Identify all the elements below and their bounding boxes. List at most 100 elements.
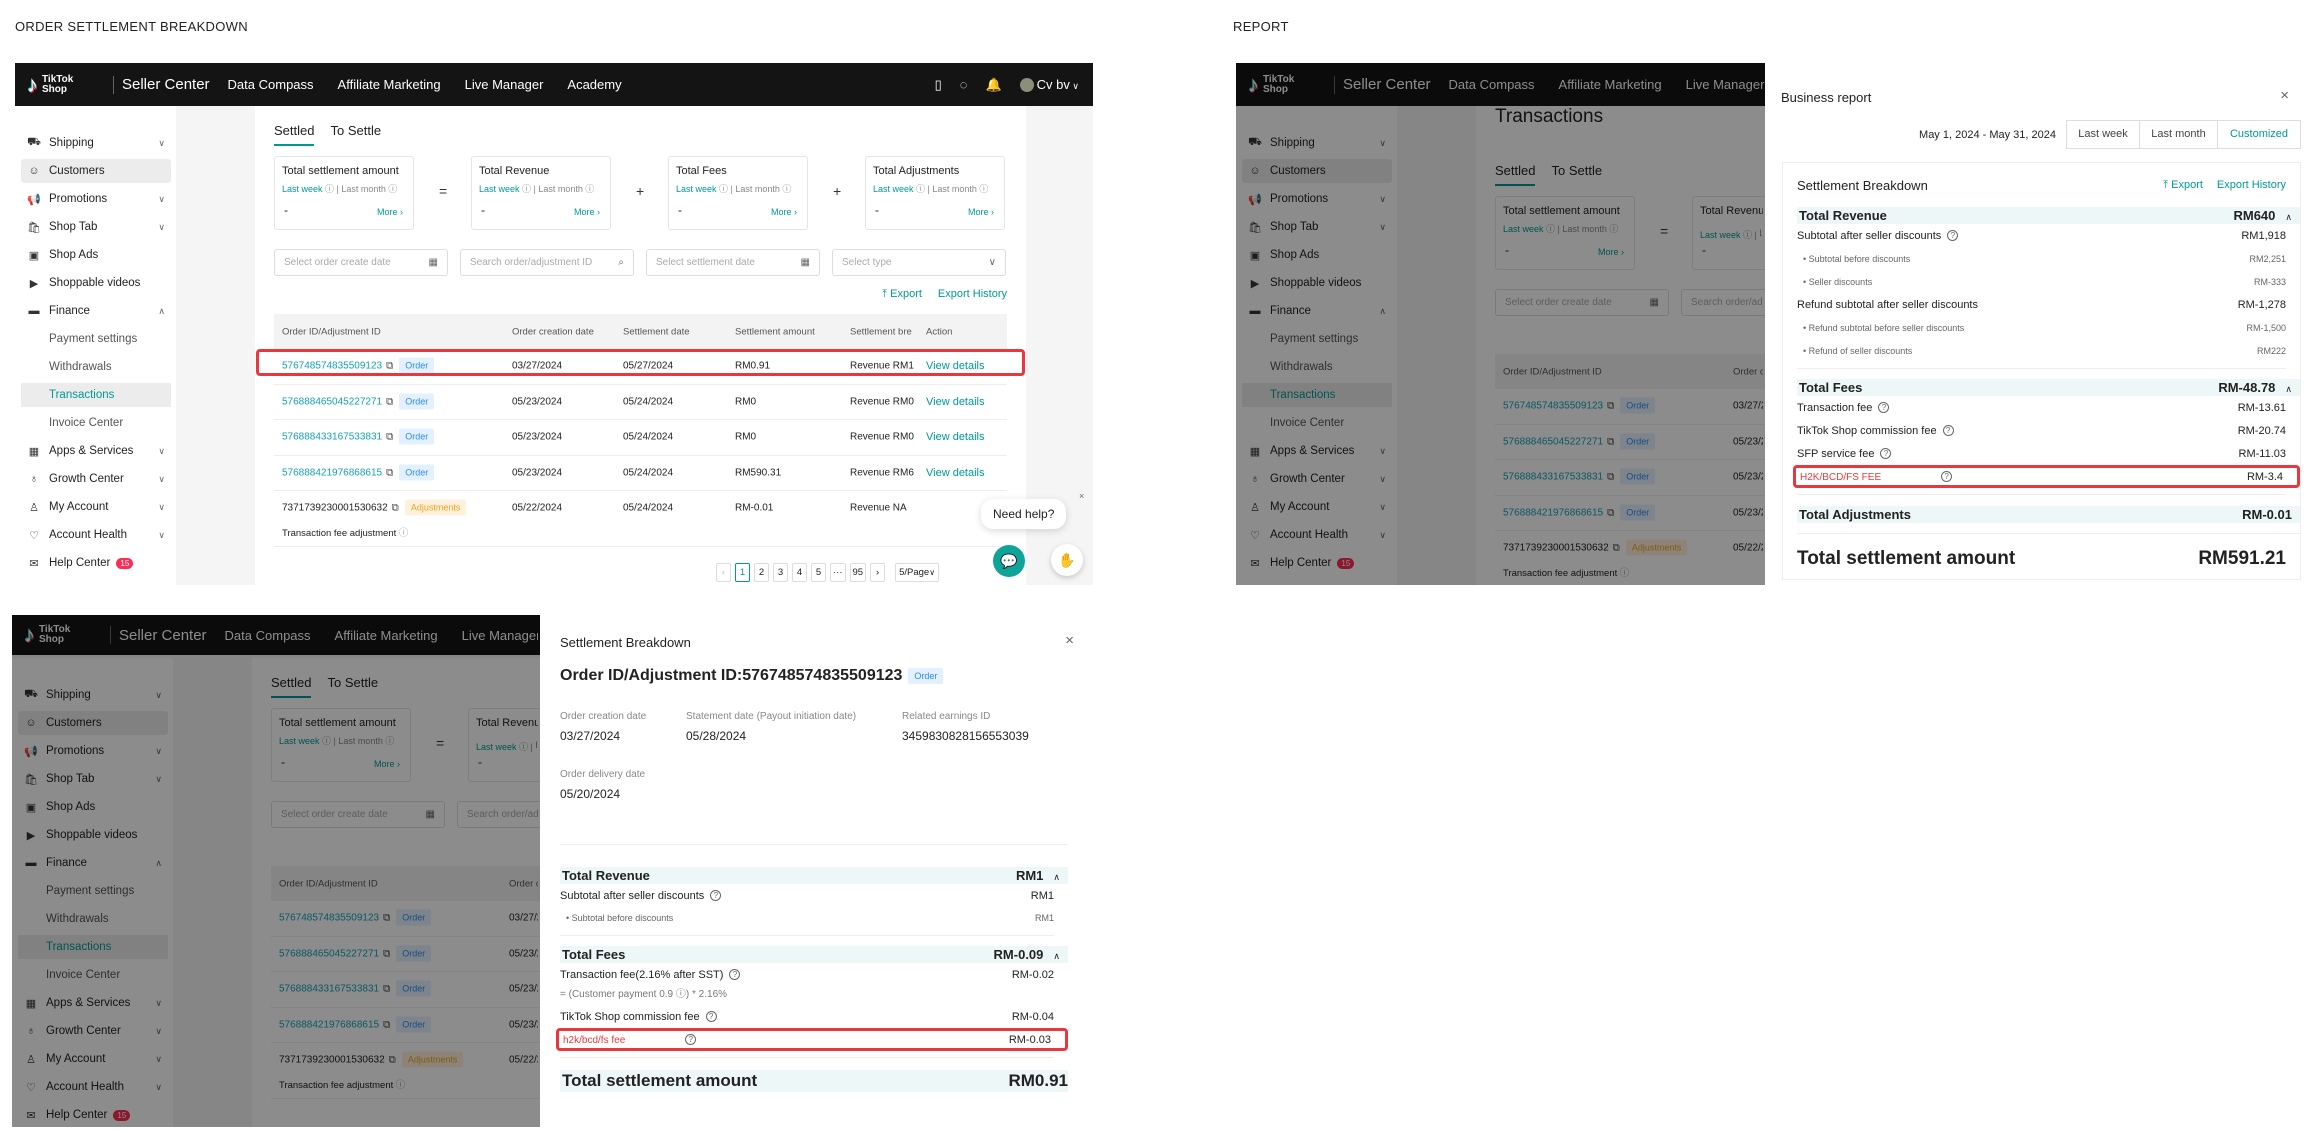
sidebar-item-help-center[interactable]: ✉ Help Center 15	[1242, 551, 1392, 575]
sidebar-item-customers[interactable]: ☺ Customers	[18, 711, 168, 735]
sidebar-item-my-account[interactable]: ♙ My Account ∨	[18, 1047, 168, 1071]
sidebar-item-shoppable-videos[interactable]: ▶ Shoppable videos	[18, 823, 168, 847]
next-page-button[interactable]: ›	[870, 563, 886, 582]
sidebar-item-transactions[interactable]: Transactions	[18, 935, 168, 959]
chevron-up-icon[interactable]: ∧	[2285, 384, 2292, 394]
last-week-link[interactable]: Last week	[1503, 224, 1544, 234]
order-id-link[interactable]: 576888465045227271	[1503, 436, 1604, 448]
nav-affiliate-marketing[interactable]: Affiliate Marketing	[334, 627, 438, 643]
last-month-link[interactable]: Last month	[932, 184, 977, 194]
more-link[interactable]: More ›	[374, 759, 400, 769]
hand-icon[interactable]: ✋	[1051, 544, 1083, 576]
sidebar-item-growth-center[interactable]: ♁ Growth Center ∨	[21, 467, 171, 491]
nav-data-compass[interactable]: Data Compass	[1448, 77, 1535, 92]
copy-icon[interactable]: ⧉	[383, 912, 391, 924]
user-menu[interactable]: Cv bv ∨	[1019, 77, 1079, 93]
nav-live-manager[interactable]: Live Manager	[1685, 77, 1765, 92]
phone-icon[interactable]: ▯	[934, 76, 942, 92]
page-button[interactable]: 5	[811, 563, 826, 582]
sidebar-item-shop-ads[interactable]: ▣ Shop Ads	[21, 243, 171, 267]
order-id-link[interactable]: 576748574835509123	[282, 360, 383, 372]
section-header[interactable]: Total Revenue RM640 ∧	[1797, 207, 2300, 224]
view-details-link[interactable]: View details	[926, 466, 985, 479]
last-week-link[interactable]: Last week	[479, 184, 520, 194]
section-header[interactable]: Total Adjustments RM-0.01	[1797, 506, 2300, 523]
export-history-button[interactable]: Export History	[2216, 178, 2286, 191]
date-range[interactable]: May 1, 2024 - May 31, 2024	[1919, 129, 2056, 141]
order-id-link[interactable]: 576888465045227271	[279, 948, 380, 960]
last-month-link[interactable]: Last month	[338, 736, 383, 746]
search-input[interactable]: Search order/adjustment ID	[1681, 289, 1765, 316]
chat-button[interactable]: 💬	[993, 545, 1025, 577]
tab-settled[interactable]: Settled	[1495, 163, 1536, 186]
last-week-link[interactable]: Last week	[279, 736, 320, 746]
last-month-link[interactable]: Last month	[535, 740, 537, 750]
order-id-link[interactable]: 576888421976868615	[282, 467, 383, 479]
export-button[interactable]: ⤒ Export	[882, 288, 922, 301]
order-id-link[interactable]: 576888465045227271	[282, 396, 383, 408]
last-week-link[interactable]: Last week	[476, 742, 517, 752]
last-month-link[interactable]: Last month	[1562, 224, 1607, 234]
sidebar-item-withdrawals[interactable]: Withdrawals	[1242, 355, 1392, 379]
sidebar-item-withdrawals[interactable]: Withdrawals	[21, 355, 171, 379]
sidebar-item-payment-settings[interactable]: Payment settings	[18, 879, 168, 903]
view-details-link[interactable]: View details	[926, 395, 985, 408]
copy-icon[interactable]: ⧉	[386, 431, 394, 443]
sidebar-item-help-center[interactable]: ✉ Help Center 15	[18, 1103, 168, 1127]
close-icon[interactable]: ×	[1065, 632, 1074, 649]
need-help-bubble[interactable]: Need help?	[981, 499, 1067, 529]
nav-live-manager[interactable]: Live Manager	[461, 627, 538, 643]
copy-icon[interactable]: ⧉	[388, 1054, 396, 1066]
sidebar-item-transactions[interactable]: Transactions	[1242, 383, 1392, 407]
section-header[interactable]: Total Fees RM-48.78 ∧	[1797, 379, 2300, 396]
nav-academy[interactable]: Academy	[567, 77, 622, 92]
sidebar-item-payment-settings[interactable]: Payment settings	[1242, 327, 1392, 351]
copy-icon[interactable]: ⧉	[1612, 542, 1620, 554]
sidebar-item-shop-tab[interactable]: 🛍 Shop Tab ∨	[21, 215, 171, 239]
page-button[interactable]: 1	[735, 563, 750, 582]
help-icon[interactable]: ?	[1942, 425, 1954, 437]
page-button[interactable]: 95	[849, 563, 867, 582]
help-icon[interactable]: ?	[1941, 471, 1953, 483]
more-link[interactable]: More ›	[771, 207, 797, 217]
nav-data-compass[interactable]: Data Compass	[227, 77, 314, 92]
copy-icon[interactable]: ⧉	[391, 502, 399, 514]
modal-overlay[interactable]	[12, 615, 540, 1127]
sidebar-item-apps-services[interactable]: ▦ Apps & Services ∨	[18, 991, 168, 1015]
page-size-select[interactable]: 5/Page ∨	[895, 563, 940, 582]
help-icon[interactable]: ?	[1878, 402, 1890, 414]
sidebar-item-shipping[interactable]: ⛟ Shipping ∨	[21, 131, 171, 155]
sidebar-item-shop-tab[interactable]: 🛍 Shop Tab ∨	[1242, 215, 1392, 239]
modal-overlay[interactable]	[1236, 63, 1765, 585]
sidebar-item-promotions[interactable]: 📢 Promotions ∨	[21, 187, 171, 211]
prev-page-button[interactable]: ‹	[716, 563, 731, 582]
nav-affiliate-marketing[interactable]: Affiliate Marketing	[1558, 77, 1662, 92]
sidebar-item-help-center[interactable]: ✉ Help Center 15	[21, 551, 171, 575]
last-week-link[interactable]: Last week	[676, 184, 717, 194]
tab-to-settle[interactable]: To Settle	[1551, 163, 1603, 178]
nav-live-manager[interactable]: Live Manager	[464, 77, 544, 92]
more-link[interactable]: More ›	[1598, 247, 1624, 257]
tab-settled[interactable]: Settled	[274, 123, 315, 146]
copy-icon[interactable]: ⧉	[1607, 471, 1615, 483]
view-details-link[interactable]: View details	[926, 360, 985, 373]
sidebar-item-shipping[interactable]: ⛟ Shipping ∨	[1242, 131, 1392, 155]
help-icon[interactable]: ?	[705, 1011, 717, 1023]
sidebar-item-shop-tab[interactable]: 🛍 Shop Tab ∨	[18, 767, 168, 791]
copy-icon[interactable]: ⧉	[383, 1019, 391, 1031]
copy-icon[interactable]: ⧉	[383, 983, 391, 995]
more-link[interactable]: More ›	[377, 207, 403, 217]
help-icon[interactable]: ?	[729, 969, 741, 981]
sidebar-item-customers[interactable]: ☺ Customers	[1242, 159, 1392, 183]
chevron-up-icon[interactable]: ∧	[1053, 951, 1060, 961]
order-id-link[interactable]: 576748574835509123	[1503, 400, 1604, 412]
tab-settled[interactable]: Settled	[271, 675, 312, 698]
copy-icon[interactable]: ⧉	[386, 396, 394, 408]
section-header[interactable]: Total Revenue RM1 ∧	[560, 867, 1068, 884]
sidebar-item-invoice-center[interactable]: Invoice Center	[18, 963, 168, 987]
last-month-link[interactable]: Last month	[735, 184, 780, 194]
search-input[interactable]: Search order/adjustment ID ⌕	[460, 249, 634, 276]
sidebar-item-customers[interactable]: ☺ Customers	[21, 159, 171, 183]
sidebar-item-shipping[interactable]: ⛟ Shipping ∨	[18, 683, 168, 707]
order-create-date-picker[interactable]: Select order create date ▦	[1495, 289, 1669, 316]
